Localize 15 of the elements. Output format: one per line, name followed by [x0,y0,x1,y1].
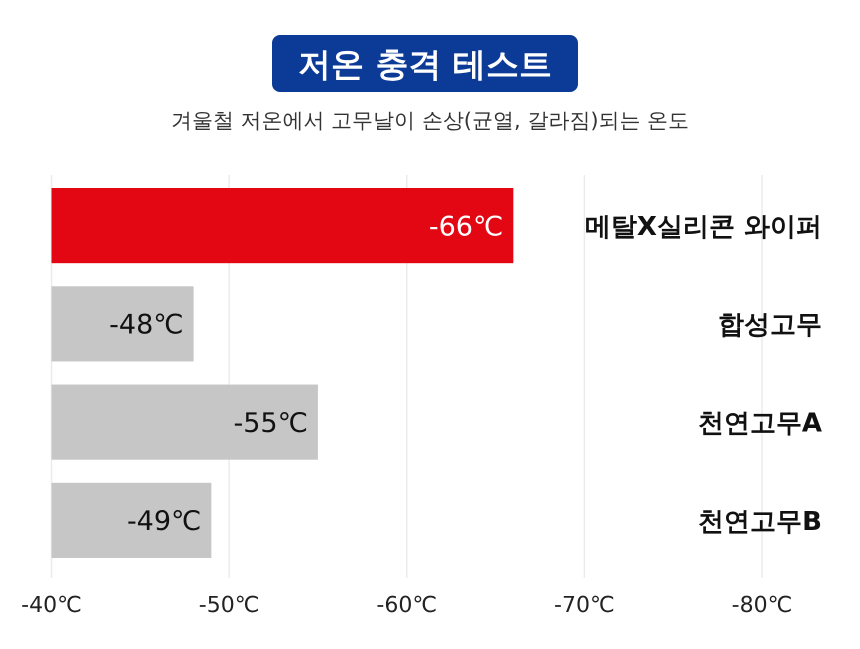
y-tick-label: 천연고무A [698,408,822,438]
data-label: -48℃ [109,310,184,341]
data-label: -49℃ [126,506,202,538]
x-tick-label: -50℃ [198,592,260,618]
x-tick-label: -60℃ [376,592,438,618]
x-tick-label: -80℃ [732,592,792,618]
y-tick-label: 천연고무B [698,506,822,537]
y-tick-label: 합성고무 [718,310,822,340]
chart-subtitle: 겨울철 저온에서 고무날이 손상(균열, 갈라짐)되는 온도 [170,108,690,133]
data-label: -55℃ [234,408,308,439]
data-label: -66℃ [428,211,504,242]
x-tick-label: -70℃ [554,592,615,618]
x-tick-label: -40℃ [21,592,82,618]
y-tick-label: 메탈X실리콘 와이퍼 [584,212,822,242]
chart-title: 저온 충격 테스트 [298,44,552,84]
